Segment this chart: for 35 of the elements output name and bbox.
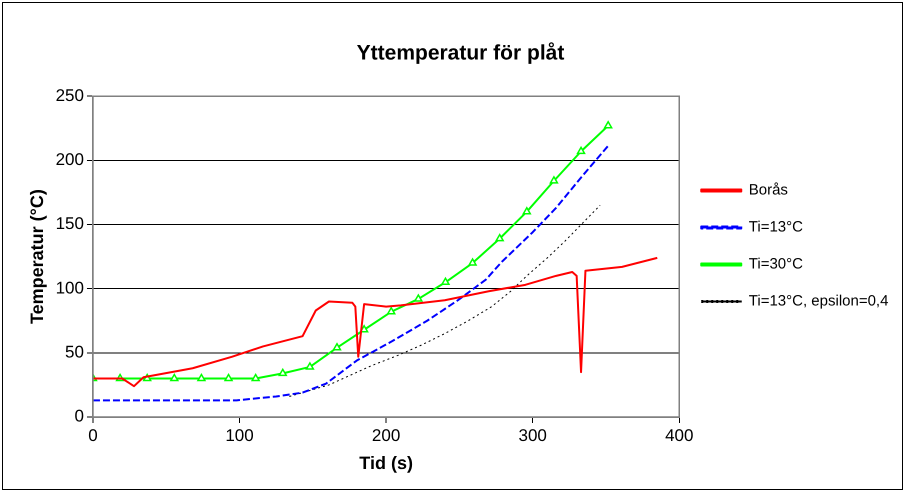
point: [306, 362, 314, 370]
line-series: [92, 144, 610, 402]
point: [576, 146, 586, 154]
x-tick-label: 200: [372, 426, 400, 445]
point: [550, 176, 558, 184]
point: [414, 294, 423, 302]
legend-label: Ti=30°C: [748, 256, 804, 273]
point: [495, 234, 504, 242]
x-tick-label: 400: [665, 426, 694, 445]
y-tick-label: 0: [74, 406, 84, 426]
point: [468, 258, 477, 266]
x-tick-label: 100: [225, 426, 254, 445]
point: [604, 120, 612, 128]
point: [170, 374, 179, 382]
chart-title: Yttemperatur för plåt: [356, 41, 564, 64]
legend-label: Ti=13°C: [748, 218, 804, 236]
point: [278, 368, 287, 376]
y-tick-label: 150: [56, 214, 84, 234]
y-axis-title: Temperatur (°C): [26, 189, 47, 324]
point: [522, 206, 532, 214]
point: [224, 374, 233, 382]
point: [387, 307, 396, 315]
point: [197, 374, 206, 382]
y-tick-label: 250: [56, 86, 84, 105]
point: [332, 342, 342, 350]
y-tick-label: 200: [56, 150, 84, 170]
point: [441, 278, 450, 286]
x-tick-label: 300: [518, 426, 547, 445]
x-tick-label: 0: [88, 426, 98, 445]
y-tick-label: 100: [56, 278, 84, 298]
legend-label: Borås: [748, 182, 788, 199]
y-tick-label: 50: [65, 342, 84, 362]
x-axis-title: Tid (s): [359, 453, 413, 474]
legend-label: Ti=13°C, epsilon=0,4: [748, 292, 888, 310]
point: [251, 374, 260, 382]
